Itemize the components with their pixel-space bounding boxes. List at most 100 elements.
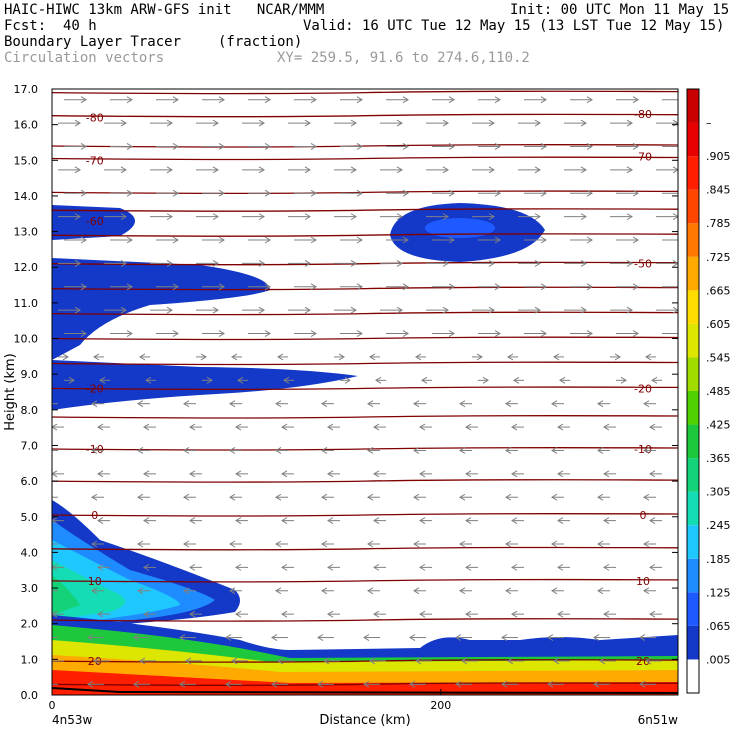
colorbar-label: .725 [706,251,731,264]
vector-head [189,610,196,618]
colorbar-swatch [687,525,699,559]
tracer-region [52,205,135,240]
y-tick-label: 13.0 [14,226,39,239]
vector-head [419,563,426,571]
tracer-region [52,360,358,410]
colorbar-label: .665 [706,284,731,297]
vector-head [258,213,265,221]
vector-head [264,330,271,337]
vector-head [143,423,150,431]
vector-head [229,540,236,548]
vector-head [87,680,94,688]
vector-head [586,330,593,337]
colorbar-swatch [687,89,699,123]
y-tick-label: 0.0 [21,689,39,702]
vector-head [626,119,633,127]
vector-head [402,143,409,150]
vector-head [511,563,518,571]
vector-head [80,283,87,291]
vector-head [494,143,501,150]
vector-head [649,517,656,525]
vector-head [327,517,334,525]
vector-head [373,423,380,431]
vector-head [172,236,179,244]
vector-head [264,236,271,244]
contour-label: -20 [634,382,652,395]
vector-head [505,540,512,548]
colorbar-swatch [687,122,699,157]
vector-head [225,680,232,688]
vector-head [551,587,558,595]
vector-head [597,540,604,548]
vector-head [476,353,483,361]
vector-head [179,634,186,641]
vector-head [271,634,278,641]
vector-head [277,353,284,361]
vector-head [137,540,144,548]
vector-head [183,493,190,501]
temperature-contour [52,113,678,118]
vector-head [356,283,363,291]
vector-head [218,283,225,291]
vector-head [91,493,98,501]
vector-head [235,470,242,478]
vector-head [448,143,455,150]
vector-head [373,470,380,478]
colorbar-label: .005 [706,653,731,666]
vector-head [551,400,558,408]
vector-head [183,587,190,595]
vectors-label: Circulation vectors [4,50,165,66]
vector-head [580,166,587,174]
vector-head [603,517,610,525]
colorbar-frame [686,88,700,694]
temperature-contour [52,361,678,366]
vector-head [540,96,547,104]
temperature-contour [52,415,678,419]
vector-head [275,447,282,454]
vector-head [277,657,284,665]
colorbar-swatch [687,458,699,492]
vector-head [494,189,501,197]
vector-head [120,213,127,221]
tracer-region [425,218,495,238]
vector-head [143,470,150,478]
vector-head [586,236,593,244]
vector-head [327,470,334,478]
vector-head [264,96,271,104]
vector-head [442,213,449,221]
y-tick-label: 8.0 [21,404,39,417]
y-tick-label: 2.0 [21,618,39,631]
init-time: Init: 00 UTC Mon 11 May 15 [510,2,730,18]
vector-head [396,259,403,267]
vector-head [511,423,518,431]
colorbar-swatch [687,592,699,626]
colorbar-swatch [687,156,699,190]
vector-head [218,96,225,104]
vector-head [231,353,238,361]
vector-head [626,259,633,267]
vector-head [350,259,357,267]
vector-head [356,236,363,244]
vector-head [120,259,127,267]
colorbar-swatch [687,290,699,324]
vector-head [551,447,558,454]
vector-head [494,283,501,291]
vector-head [643,447,650,454]
vector-head [258,259,265,267]
vector-head [52,563,58,571]
vector-head [281,423,288,431]
vector-head [396,166,403,174]
vector-head [172,143,179,150]
vector-head [52,423,58,431]
vector-head [166,306,173,314]
vector-head [448,189,455,197]
vector-head [97,470,104,478]
contour-label: -50 [634,258,652,271]
vector-head [258,166,265,174]
vector-head [632,330,639,337]
vector-head [304,213,311,221]
vector-head [321,493,328,501]
y-tick-label: 5.0 [21,511,39,524]
vector-head [442,259,449,267]
